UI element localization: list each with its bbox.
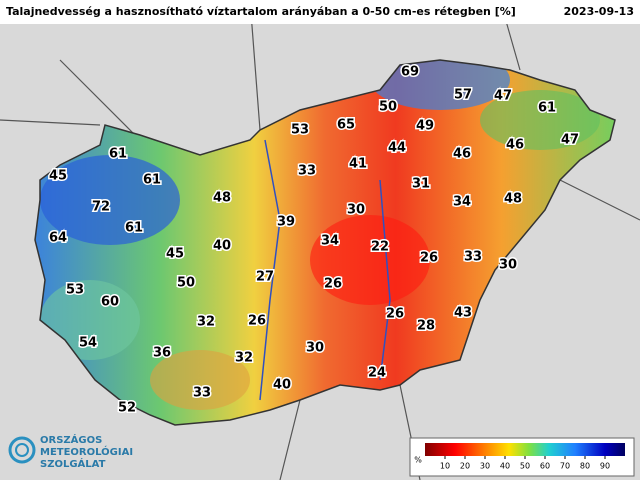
station-value: 69 (401, 65, 419, 80)
station-value: 47 (494, 89, 512, 104)
legend-tick-label: 60 (540, 462, 550, 471)
station-value: 53 (66, 283, 84, 298)
legend-tick-label: 10 (440, 462, 450, 471)
logo-text: SZOLGÁLAT (40, 457, 106, 470)
legend-tick-label: 40 (500, 462, 510, 471)
station-value: 34 (453, 195, 471, 210)
station-value: 72 (92, 200, 110, 215)
station-value: 61 (143, 173, 161, 188)
station-value: 39 (277, 215, 295, 230)
station-value: 26 (248, 314, 266, 329)
title: Talajnedvesség a hasznosítható víztartal… (6, 5, 516, 18)
station-value: 22 (371, 240, 389, 255)
station-value: 24 (368, 366, 386, 381)
station-value: 50 (379, 100, 397, 115)
station-value: 31 (412, 177, 430, 192)
station-value: 43 (454, 306, 472, 321)
station-value: 53 (291, 123, 309, 138)
station-value: 40 (213, 239, 231, 254)
station-value: 32 (197, 315, 215, 330)
logo-text: METEOROLÓGIAI (40, 445, 133, 458)
station-value: 28 (417, 319, 435, 334)
station-value: 61 (125, 221, 143, 236)
legend-tick-label: 50 (520, 462, 530, 471)
logo: ORSZÁGOS METEOROLÓGIAI SZOLGÁLAT (8, 433, 133, 470)
legend-tick-label: 30 (480, 462, 490, 471)
station-value: 30 (347, 203, 365, 218)
station-value: 41 (349, 157, 367, 172)
station-value: 34 (321, 234, 339, 249)
station-value: 64 (49, 231, 67, 246)
station-value: 54 (79, 336, 97, 351)
legend-unit: % (414, 456, 422, 465)
station-value: 44 (388, 141, 406, 156)
station-value: 27 (256, 270, 274, 285)
station-value: 45 (166, 247, 184, 262)
station-value: 45 (49, 169, 67, 184)
legend-tick-label: 20 (460, 462, 470, 471)
station-value: 52 (118, 401, 136, 416)
station-value: 46 (453, 147, 471, 162)
station-value: 32 (235, 351, 253, 366)
station-value: 46 (506, 138, 524, 153)
station-value: 57 (454, 88, 472, 103)
legend-tick-label: 80 (580, 462, 590, 471)
station-value: 33 (298, 164, 316, 179)
station-value: 26 (420, 251, 438, 266)
station-value: 61 (538, 101, 556, 116)
station-value: 33 (464, 250, 482, 265)
legend-tick-label: 70 (560, 462, 570, 471)
legend-tick-label: 90 (600, 462, 610, 471)
station-value: 26 (324, 277, 342, 292)
station-value: 26 (386, 307, 404, 322)
station-value: 47 (561, 133, 579, 148)
station-value: 61 (109, 147, 127, 162)
station-value: 60 (101, 295, 119, 310)
station-value: 36 (153, 346, 171, 361)
station-value: 40 (273, 378, 291, 393)
header-bar (0, 0, 640, 24)
station-value: 33 (193, 386, 211, 401)
rivers (259, 139, 391, 401)
station-value: 65 (337, 118, 355, 133)
station-value: 48 (213, 191, 231, 206)
station-value: 30 (499, 258, 517, 273)
station-value: 48 (504, 192, 522, 207)
station-value: 49 (416, 119, 434, 134)
station-value: 50 (177, 276, 195, 291)
legend-colorbar (425, 443, 625, 456)
logo-text: ORSZÁGOS (40, 433, 102, 446)
date: 2023-09-13 (564, 5, 634, 18)
station-value: 30 (306, 341, 324, 356)
